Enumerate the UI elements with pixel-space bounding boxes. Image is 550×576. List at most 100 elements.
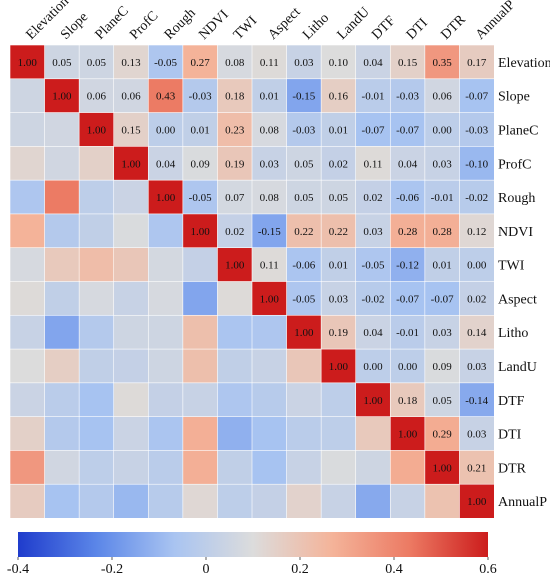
heatmap-cell [389,281,426,316]
cell-value-label: -0.07 [465,91,488,103]
cell-value-label: 0.00 [433,124,453,136]
cell-value-label: 1.00 [363,395,383,407]
heatmap-cell [217,314,253,350]
cell-value-label: 0.08 [260,192,280,204]
cell-value-label: -0.07 [362,124,385,136]
cell-value-label: 0.06 [433,91,453,103]
cell-value-label: -0.07 [431,293,454,305]
heatmap-cell [147,281,184,316]
heatmap-cell [424,281,461,316]
heatmap-cell [251,44,288,80]
cell-value-label: 0.15 [121,124,141,136]
heatmap-cell [286,281,322,316]
heatmap-cell [459,247,495,283]
column-label: PlaneC [93,4,132,43]
heatmap-cell [251,179,288,215]
cell-value-label: 0.07 [225,192,245,204]
column-label: NDVI [196,7,232,43]
heatmap-cell [182,348,219,384]
heatmap-cell [286,382,322,418]
heatmap-cell [9,179,46,215]
heatmap-cell [459,213,495,249]
heatmap-cell [217,247,253,283]
heatmap-cell [78,146,115,181]
heatmap-cell [44,348,80,384]
heatmap-cell [113,247,149,283]
heatmap-cell [182,78,219,114]
row-label: Slope [498,90,530,105]
heatmap-cell [389,112,426,147]
column-label: AnnualP [473,0,518,43]
heatmap-cell [182,416,219,452]
cell-value-label: 0.09 [433,361,453,373]
heatmap-cell [424,213,461,249]
cell-value-label: 1.00 [156,192,176,204]
cell-value-label: 1.00 [329,361,349,373]
cell-value-label: 0.05 [52,57,72,69]
heatmap-cell [389,382,426,418]
cell-value-label: 0.21 [467,462,486,474]
heatmap-cell [78,78,115,114]
heatmap-cell [182,281,219,316]
heatmap-cell [113,450,149,485]
row-label: Litho [498,326,528,341]
cell-value-label: 1.00 [433,462,453,474]
cell-value-label: -0.05 [362,260,385,272]
heatmap-cell [251,382,288,418]
heatmap-cell [320,348,357,384]
row-label: Elevation [498,56,550,71]
heatmap-cell [78,44,115,80]
cell-value-label: -0.07 [396,124,419,136]
colorbar-ticks: -0.4 -0.2 0 0.2 0.4 0.6 [7,557,497,576]
heatmap-cell [355,213,391,249]
heatmap-cell [217,179,253,215]
cell-value-label: 0.04 [363,57,383,69]
heatmap-cell [217,450,253,485]
cell-value-label: 1.00 [467,496,487,508]
heatmap-cell [9,416,46,452]
heatmap-cell [320,450,357,485]
heatmap-cell [78,450,115,485]
heatmap-cell [389,247,426,283]
cell-value-label: 0.01 [191,124,210,136]
heatmap-cell [113,483,149,519]
heatmap-cell [286,213,322,249]
heatmap-cell [355,483,391,519]
colorbar-gradient [18,532,488,557]
heatmap-cell [147,416,184,452]
cell-value-label: 1.00 [260,293,280,305]
heatmap-cell [355,382,391,418]
heatmap-cell [147,213,184,249]
cell-value-label: 0.01 [329,124,348,136]
cell-value-label: 0.11 [260,57,279,69]
heatmap-cell [251,314,288,350]
column-label: DTR [438,12,469,43]
cell-value-label: -0.01 [396,327,419,339]
cell-value-label: 0.16 [329,91,349,103]
heatmap-cell [286,416,322,452]
colorbar-tick-label: 0.4 [385,562,403,576]
heatmap-cell [389,483,426,519]
heatmap-cell [78,247,115,283]
row-label: TWI [498,259,525,274]
heatmap-cell [44,146,80,181]
heatmap-cell [113,146,149,181]
heatmap-cell [9,348,46,384]
cell-value-label: 0.22 [294,226,313,238]
heatmap-cell [286,78,322,114]
heatmap-cell [286,450,322,485]
cell-value-label: 0.05 [433,395,453,407]
heatmap-cell [389,450,426,485]
row-label: NDVI [498,225,533,240]
cell-value-label: 0.08 [260,124,280,136]
heatmap-cell [355,416,391,452]
heatmap-cell [182,44,219,80]
cell-value-label: 0.04 [156,158,176,170]
cell-value-label: -0.06 [292,260,315,272]
cell-value-label: 0.14 [467,327,487,339]
colorbar-tick-label: 0 [203,562,210,576]
heatmap-cell [147,382,184,418]
cell-value-label: 0.00 [467,260,487,272]
row-label: DTI [498,428,522,443]
heatmap-cell [389,78,426,114]
